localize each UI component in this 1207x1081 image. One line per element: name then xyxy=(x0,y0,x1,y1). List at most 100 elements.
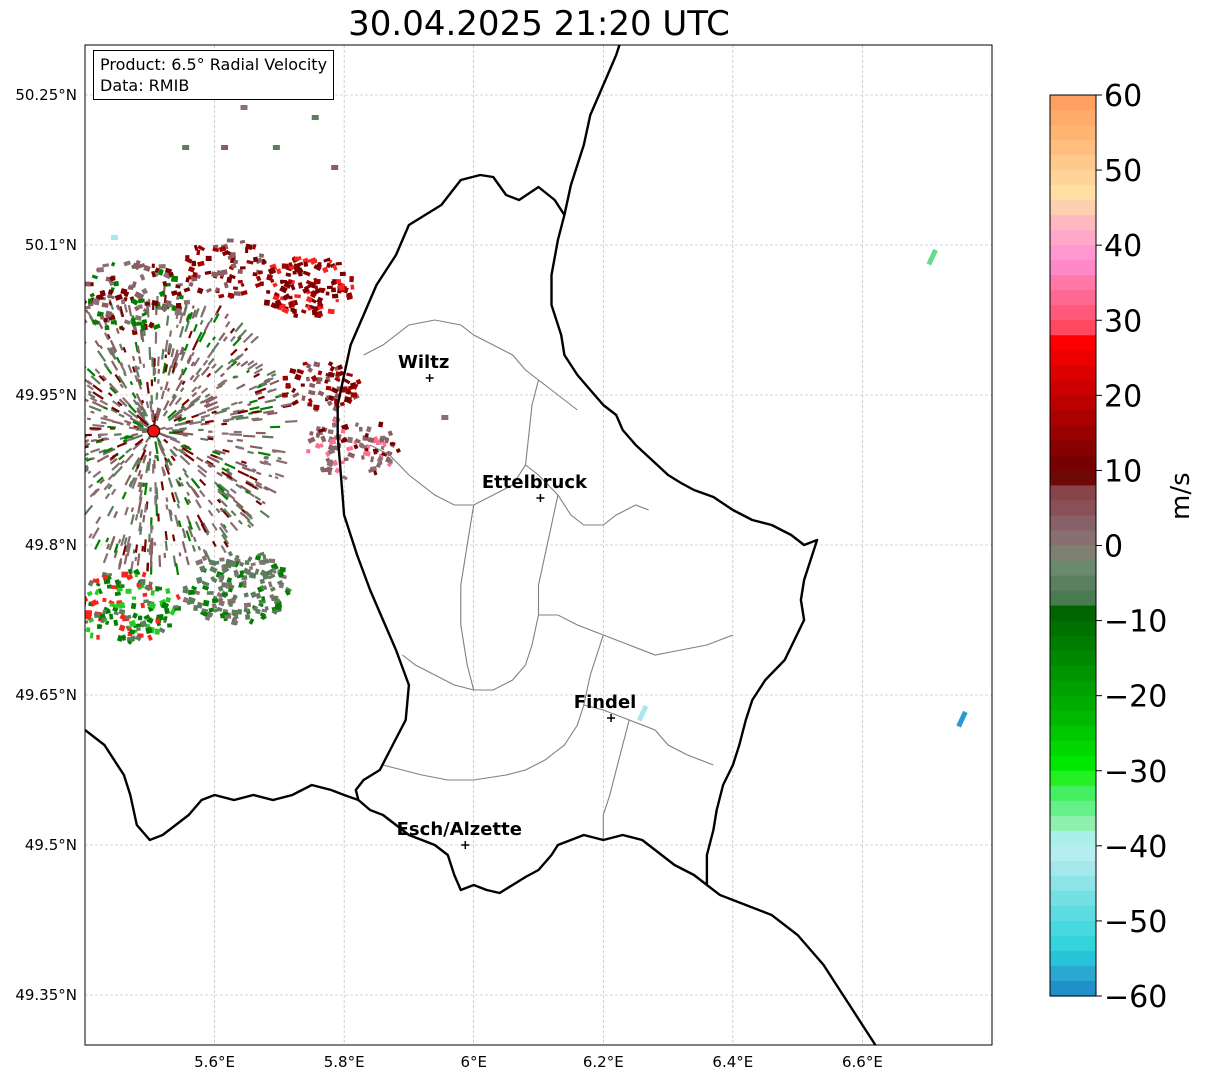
radar-echo-pixel xyxy=(279,566,286,573)
radar-echo-pixel xyxy=(364,432,369,438)
colorbar-tick-label: 30 xyxy=(1104,304,1142,339)
radar-echo-gate xyxy=(147,458,152,472)
radar-echo-pixel xyxy=(151,299,159,307)
radar-echo-pixel xyxy=(257,551,265,557)
radar-echo-pixel xyxy=(244,614,251,620)
radar-echo-pixel xyxy=(158,627,166,634)
radar-echo-gate xyxy=(100,416,114,423)
radar-echo-gate xyxy=(142,408,149,417)
radar-echo-gate xyxy=(96,476,104,484)
radar-echo-gate xyxy=(216,471,222,476)
radar-echo-gate xyxy=(119,383,124,389)
radar-echo-gate xyxy=(204,550,211,562)
latitude-tick-label: 49.35°N xyxy=(15,986,77,1004)
radar-echo-gate xyxy=(122,545,127,556)
latitude-tick-label: 49.5°N xyxy=(25,836,77,854)
radar-echo-pixel xyxy=(127,285,134,291)
radar-echo-gate xyxy=(77,493,83,498)
radar-echo-gate xyxy=(190,351,195,357)
colorbar-segment xyxy=(1050,125,1096,141)
colorbar-tick-label: 20 xyxy=(1104,379,1142,414)
radar-echo-gate xyxy=(34,495,40,499)
radar-echo-pixel xyxy=(250,562,256,567)
radar-echo-pixel xyxy=(334,366,338,371)
radar-echo-pixel xyxy=(85,627,91,633)
radar-echo-pixel xyxy=(164,267,173,274)
latitude-tick-label: 50.1°N xyxy=(25,236,77,254)
radar-echo-gate xyxy=(169,448,178,458)
radar-echo-pixel xyxy=(115,583,121,588)
radar-echo-pixel xyxy=(183,287,191,293)
radar-echo-gate xyxy=(207,464,212,469)
radar-echo-gate xyxy=(92,470,102,478)
radar-echo-gate xyxy=(195,456,204,463)
radar-echo-pixel xyxy=(289,368,297,375)
radar-echo-gate xyxy=(102,455,108,460)
radar-echo-gate xyxy=(94,368,101,375)
radar-echo-gate xyxy=(150,395,154,405)
canton-boundary xyxy=(538,614,734,656)
radar-echo-gate xyxy=(117,538,122,544)
radar-echo-pixel xyxy=(87,579,95,587)
radar-echo-pixel xyxy=(389,459,393,464)
colorbar-segment xyxy=(1050,680,1096,697)
radar-echo-pixel xyxy=(329,365,336,372)
radar-echo-gate xyxy=(156,455,160,462)
colorbar-segment xyxy=(1050,245,1096,261)
radar-echo-gate xyxy=(123,435,134,440)
radar-echo-gate xyxy=(132,440,143,451)
radar-echo-gate xyxy=(136,401,141,408)
radar-echo-pixel xyxy=(113,619,119,627)
radar-echo-gate xyxy=(89,396,98,403)
radar-echo-pixel xyxy=(240,290,248,296)
radar-echo-pixel xyxy=(127,568,133,575)
radar-echo-pixel xyxy=(85,299,88,305)
radar-echo-pixel xyxy=(216,606,223,612)
radar-echo-pixel xyxy=(329,438,337,446)
radar-echo-gate xyxy=(193,357,201,367)
radar-echo-gate xyxy=(137,366,140,370)
radar-echo-pixel xyxy=(313,264,322,272)
radar-echo-gate xyxy=(99,399,109,406)
radar-echo-gate xyxy=(137,501,142,514)
radar-echo-pixel xyxy=(292,270,297,275)
radar-echo-pixel xyxy=(187,596,196,604)
radar-echo-pixel xyxy=(128,619,137,628)
radar-echo-gate xyxy=(97,320,104,330)
radar-echo-gate xyxy=(237,409,248,415)
colorbar-tick-label: −40 xyxy=(1104,830,1167,865)
radar-echo-gate xyxy=(25,373,36,378)
radar-echo-pixel xyxy=(262,554,267,560)
radar-echo-gate xyxy=(103,415,108,419)
radar-site-marker xyxy=(147,424,161,438)
radar-echo-gate xyxy=(264,377,271,383)
radar-echo-gate xyxy=(85,413,86,416)
radar-echo-pixel xyxy=(320,289,325,294)
colorbar-segment xyxy=(1050,875,1096,892)
radar-echo-gate xyxy=(139,329,144,341)
radar-echo-gate xyxy=(251,410,260,414)
radar-echo-gate xyxy=(255,471,262,476)
radar-echo-pixel xyxy=(231,616,237,622)
radar-echo-gate xyxy=(207,499,214,506)
radar-echo-gate xyxy=(205,395,218,404)
radar-echo-pixel xyxy=(234,557,239,562)
radar-echo-pixel xyxy=(134,635,142,642)
radar-echo-pixel xyxy=(175,295,180,301)
radar-echo-pixel xyxy=(291,387,297,394)
radar-echo-pixel xyxy=(196,601,204,609)
radar-echo-gate xyxy=(56,509,60,512)
radar-echo-gate xyxy=(59,331,63,335)
radar-echo-gate xyxy=(116,441,127,448)
radar-echo-gate xyxy=(223,540,229,548)
colorbar-segment xyxy=(1050,470,1096,487)
radar-echo-gate xyxy=(266,370,276,377)
radar-echo-pixel xyxy=(145,626,153,635)
radar-echo-gate xyxy=(104,492,111,500)
radar-echo-pixel xyxy=(317,262,322,268)
latitude-tick-label: 49.8°N xyxy=(25,536,77,554)
radar-echo-pixel xyxy=(162,280,168,287)
radar-echo-gate xyxy=(197,385,202,390)
radar-echo-pixel xyxy=(360,444,368,450)
radar-echo-gate xyxy=(56,477,66,482)
